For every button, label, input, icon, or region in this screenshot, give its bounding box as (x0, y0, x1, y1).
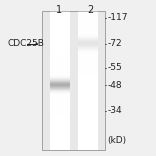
Text: 2: 2 (87, 5, 94, 15)
Text: (kD): (kD) (108, 136, 127, 145)
Text: -72: -72 (108, 39, 122, 48)
Text: 1: 1 (56, 5, 62, 15)
Text: CDC25B: CDC25B (8, 39, 45, 48)
FancyBboxPatch shape (78, 11, 98, 150)
Text: -117: -117 (108, 13, 128, 22)
FancyBboxPatch shape (42, 11, 105, 150)
FancyBboxPatch shape (50, 11, 70, 150)
Text: -55: -55 (108, 63, 122, 72)
Text: -34: -34 (108, 106, 122, 115)
Text: -48: -48 (108, 80, 122, 90)
